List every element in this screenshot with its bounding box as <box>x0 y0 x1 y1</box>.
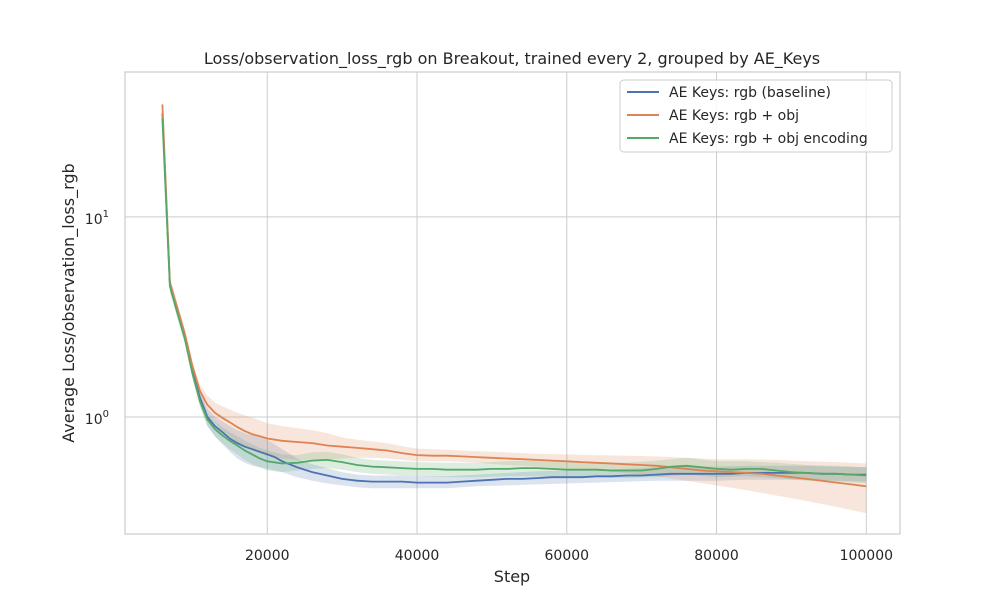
y-tick-label: 100 <box>85 409 109 428</box>
series-line-1 <box>161 113 867 484</box>
legend-label-rgb-obj-encoding: AE Keys: rgb + obj encoding <box>669 131 868 147</box>
series-line-3 <box>161 118 867 477</box>
x-tick-label: 60000 <box>545 548 590 564</box>
legend-box <box>619 79 893 153</box>
chart-title: Loss/observation_loss_rgb on Breakout, t… <box>204 49 820 69</box>
x-tick-label: 40000 <box>395 548 440 564</box>
series-lines <box>161 104 867 488</box>
x-axis-label: Step <box>494 567 530 586</box>
x-tick-label: 20000 <box>245 548 290 564</box>
legend-label-rgb-obj: AE Keys: rgb + obj <box>669 108 799 124</box>
y-tick-labels: 100 101 <box>85 209 109 428</box>
x-tick-label: 100000 <box>840 548 893 564</box>
y-axis-label: Average Loss/observation_loss_rgb <box>59 163 79 442</box>
x-tick-labels: 20000 40000 60000 80000 100000 <box>245 548 893 564</box>
legend: AE Keys: rgb (baseline) AE Keys: rgb + o… <box>619 79 893 153</box>
series-band-1 <box>162 105 867 489</box>
series-band-3 <box>162 113 867 484</box>
x-tick-label: 80000 <box>694 548 739 564</box>
plot-frame <box>124 71 901 535</box>
series-line-2 <box>161 104 867 488</box>
y-tick-label: 101 <box>85 209 109 228</box>
legend-label-baseline: AE Keys: rgb (baseline) <box>669 85 831 101</box>
